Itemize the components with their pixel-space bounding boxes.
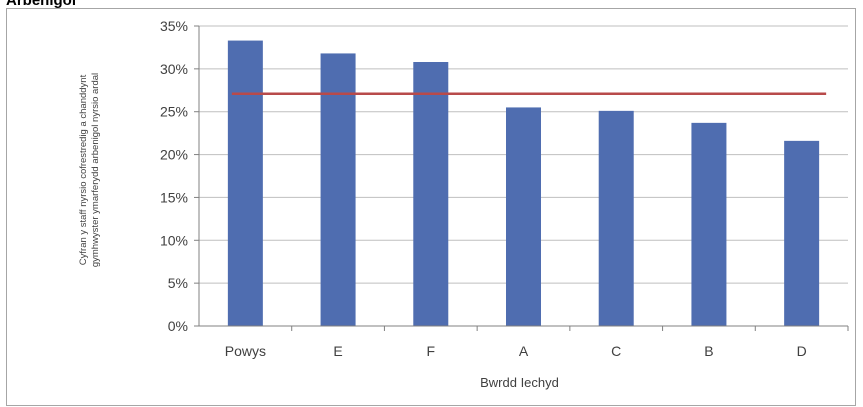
bar-f bbox=[413, 62, 449, 326]
x-tick-label: A bbox=[519, 343, 529, 359]
y-tick-label: 25% bbox=[160, 104, 188, 120]
y-tick-label: 15% bbox=[160, 189, 188, 205]
y-tick-label: 0% bbox=[168, 318, 188, 334]
y-tick-label: 35% bbox=[160, 18, 188, 34]
x-axis-title: Bwrdd Iechyd bbox=[480, 375, 559, 390]
y-axis-ticks: 0% 5% 10% 15% 20% 25% 30% 35% bbox=[160, 18, 199, 334]
bars bbox=[227, 40, 820, 327]
x-tick-label: B bbox=[704, 343, 713, 359]
y-tick-label: 30% bbox=[160, 61, 188, 77]
y-axis-title-line: gymhwyster ymarferydd arbenigol nyrsio a… bbox=[90, 73, 101, 267]
x-tick-label: Powys bbox=[225, 343, 266, 359]
bar-b bbox=[691, 122, 727, 326]
bar-d bbox=[784, 140, 820, 326]
bar-c bbox=[598, 110, 634, 326]
y-tick-label: 10% bbox=[160, 232, 188, 248]
y-axis-title: Cyfran y staff nyrsio cofrestredig a cha… bbox=[78, 73, 101, 267]
bar-powys bbox=[227, 40, 263, 326]
chart-frame bbox=[6, 8, 856, 406]
x-tick-label: E bbox=[333, 343, 342, 359]
chart-heading: Arbenigol bbox=[6, 0, 76, 9]
x-tick-label: C bbox=[611, 343, 621, 359]
y-tick-label: 20% bbox=[160, 147, 188, 163]
bar-a bbox=[506, 107, 541, 326]
x-tick-label: D bbox=[797, 343, 807, 359]
bar-e bbox=[320, 53, 356, 327]
x-tick-label: F bbox=[427, 343, 436, 359]
y-axis-title-line: Cyfran y staff nyrsio cofrestredig a cha… bbox=[78, 74, 89, 265]
y-tick-label: 5% bbox=[168, 275, 188, 291]
x-axis-ticks: Powys E F A C B D bbox=[225, 326, 849, 359]
